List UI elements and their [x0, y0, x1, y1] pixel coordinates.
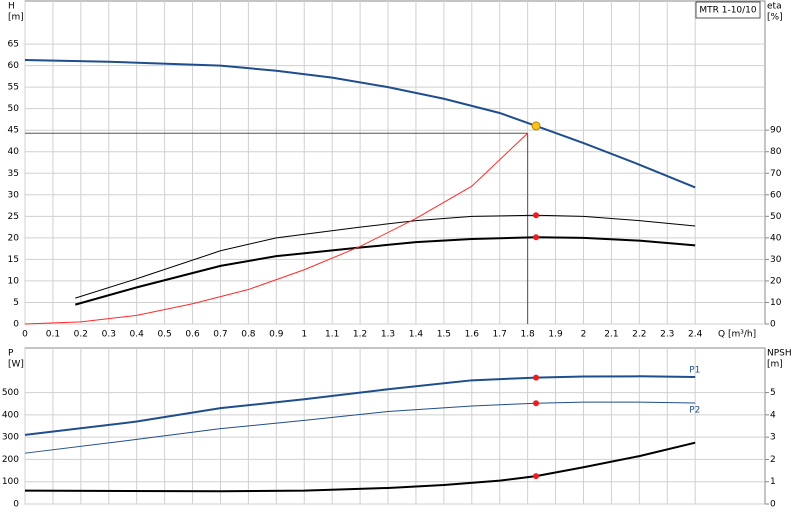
y-axis-label: P — [8, 349, 14, 359]
y-axis-unit: [m] — [8, 13, 24, 23]
y-tick-label: 15 — [8, 255, 19, 265]
y-tick-label: 100 — [2, 477, 19, 487]
y2-tick-label: 90 — [770, 126, 782, 136]
y2-axis-label: NPSH — [767, 349, 792, 359]
y2-tick-label: 3 — [770, 433, 776, 443]
plot-area — [24, 0, 766, 325]
y-tick-label: 35 — [8, 169, 19, 179]
title-box — [695, 1, 761, 19]
y-tick-label: 60 — [8, 61, 20, 71]
x-tick-label: 2.2 — [632, 330, 646, 340]
y-tick-label: 45 — [8, 126, 19, 136]
curve — [24, 441, 696, 493]
y-tick-label: 40 — [8, 147, 20, 157]
y2-tick-label: 30 — [770, 255, 782, 265]
legend-label: P2 — [689, 406, 700, 416]
y2-axis-label: eta — [767, 2, 782, 12]
y-tick-label: 400 — [2, 410, 19, 420]
y2-axis-unit: [%] — [767, 13, 783, 23]
y-tick-label: 25 — [8, 212, 19, 222]
y2-tick-label: 1 — [770, 477, 776, 487]
x-tick-label: 0.2 — [74, 330, 88, 340]
curve — [24, 132, 528, 325]
x-tick-label: 0.6 — [185, 330, 200, 340]
y-tick-label: 55 — [8, 83, 19, 93]
x-tick-label: 0.3 — [102, 330, 116, 340]
y2-tick-label: 60 — [770, 190, 782, 200]
x-tick-label: 2 — [581, 330, 587, 340]
x-tick-label: 1.8 — [520, 330, 535, 340]
x-tick-label: 1.3 — [381, 330, 395, 340]
operating-point — [533, 400, 540, 407]
x-tick-label: 1.9 — [548, 330, 563, 340]
x-tick-label: 1.5 — [437, 330, 451, 340]
x-tick-label: 0.7 — [213, 330, 227, 340]
y2-tick-label: 70 — [770, 169, 782, 179]
x-tick-label: 1.4 — [409, 330, 424, 340]
y-tick-label: 0 — [13, 500, 19, 510]
curve — [24, 375, 696, 436]
y-tick-label: 5 — [13, 298, 19, 308]
y2-tick-label: 2 — [770, 455, 776, 465]
curve — [75, 214, 696, 299]
y2-tick-label: 40 — [770, 233, 782, 243]
operating-point — [531, 121, 541, 131]
operating-point — [533, 234, 540, 241]
x-tick-label: 1.1 — [325, 330, 339, 340]
x-axis-label: Q [m³/h] — [718, 330, 756, 340]
x-tick-label: 0.4 — [130, 330, 145, 340]
y-tick-label: 30 — [8, 190, 20, 200]
chart-title: MTR 1-10/10 — [699, 6, 757, 16]
y2-axis-unit: [m] — [767, 360, 783, 370]
curve — [24, 401, 696, 454]
x-tick-label: 0 — [22, 330, 28, 340]
curve — [24, 59, 696, 189]
y-tick-label: 10 — [8, 276, 20, 286]
x-tick-label: 2.3 — [660, 330, 674, 340]
y-tick-label: 65 — [8, 40, 19, 50]
legend-label: P1 — [689, 365, 700, 375]
y2-tick-label: 10 — [770, 298, 782, 308]
y2-tick-label: 5 — [770, 388, 776, 398]
operating-point — [533, 212, 540, 219]
x-tick-label: 0.8 — [241, 330, 256, 340]
y2-tick-label: 50 — [770, 212, 782, 222]
x-tick-label: 1.7 — [493, 330, 507, 340]
operating-point — [533, 374, 540, 381]
y-tick-label: 200 — [2, 455, 19, 465]
operating-point — [533, 473, 540, 480]
y-tick-label: 20 — [8, 233, 20, 243]
y2-tick-label: 0 — [770, 320, 776, 330]
y2-tick-label: 20 — [770, 276, 782, 286]
x-tick-label: 2.1 — [604, 330, 618, 340]
y-axis-unit: [W] — [8, 360, 24, 370]
x-tick-label: 0.1 — [46, 330, 60, 340]
x-tick-label: 1.6 — [465, 330, 480, 340]
x-tick-label: 2.4 — [688, 330, 703, 340]
curve — [74, 236, 696, 306]
y2-tick-label: 0 — [770, 500, 776, 510]
y-axis-label: H — [8, 2, 15, 12]
y-tick-label: 0 — [13, 320, 19, 330]
y-tick-label: 50 — [8, 104, 20, 114]
y2-tick-label: 4 — [770, 410, 776, 420]
x-tick-label: 1 — [301, 330, 307, 340]
plot-area — [24, 347, 766, 505]
y-tick-label: 500 — [2, 388, 19, 398]
y-tick-label: 300 — [2, 433, 19, 443]
x-tick-label: 1.2 — [353, 330, 367, 340]
x-tick-label: 0.5 — [157, 330, 171, 340]
y2-tick-label: 80 — [770, 147, 782, 157]
x-tick-label: 0.9 — [269, 330, 284, 340]
